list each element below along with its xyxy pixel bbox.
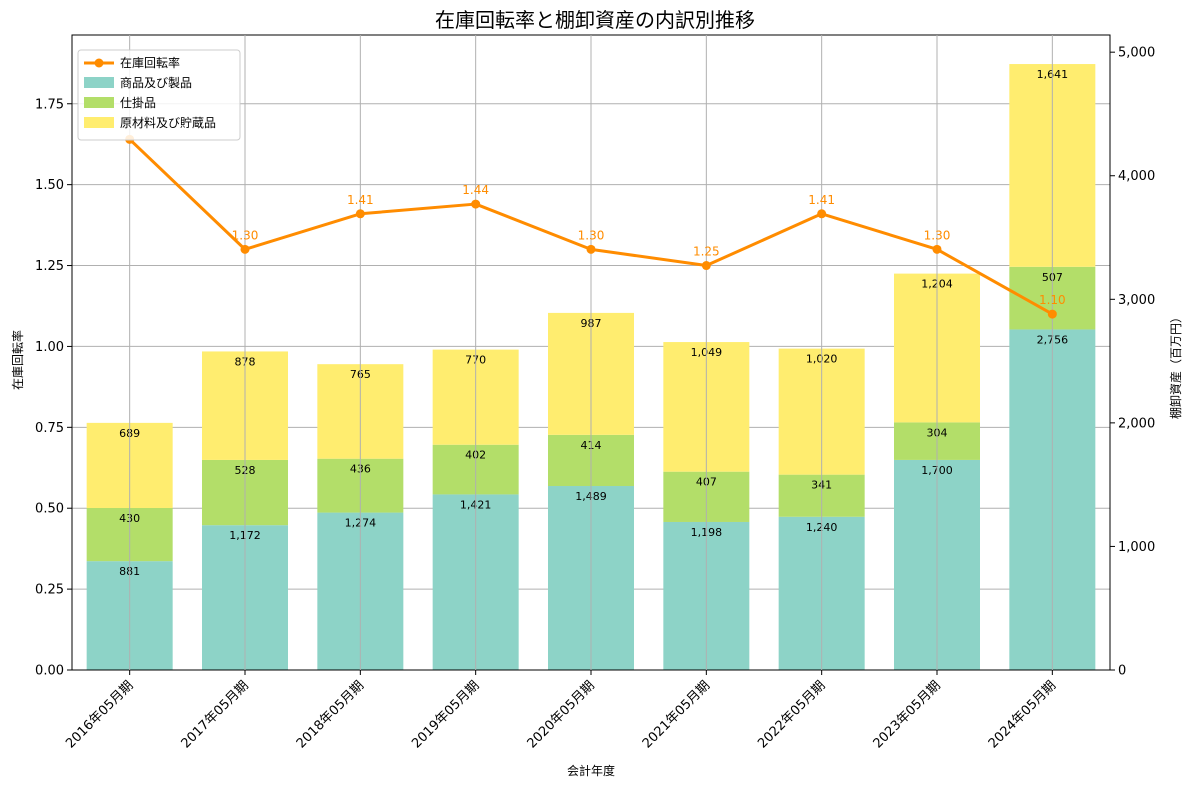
x-tick-label: 2020年05月期 xyxy=(525,678,598,751)
legend-item: 原材料及び貯蔵品 xyxy=(84,116,216,130)
turnover-value-label: 1.41 xyxy=(808,193,835,207)
y-left-tick-label: 0.25 xyxy=(35,583,64,598)
turnover-value-label: 1.41 xyxy=(347,193,374,207)
y-right-tick-label: 1,000 xyxy=(1118,540,1155,555)
y-left-tick-label: 1.75 xyxy=(35,97,64,112)
legend-color-swatch xyxy=(84,77,114,88)
turnover-point xyxy=(1047,309,1057,319)
legend-color-swatch xyxy=(84,97,114,108)
y-right-tick-label: 3,000 xyxy=(1118,293,1155,308)
turnover-line: 1.30 1.41 1.44 1.30 1.25 1.41 1.30 1.10 xyxy=(125,134,1066,319)
y-left-tick-label: 0.00 xyxy=(35,664,64,679)
legend-marker xyxy=(94,58,104,68)
y-left-tick-label: 0.75 xyxy=(35,421,64,436)
legend-item: 商品及び製品 xyxy=(84,75,192,90)
legend-color-swatch xyxy=(84,117,114,128)
y-right-tick-label: 5,000 xyxy=(1118,46,1155,61)
x-tick-label: 2018年05月期 xyxy=(294,678,367,751)
turnover-point xyxy=(240,244,250,254)
turnover-value-label: 1.30 xyxy=(578,228,605,242)
legend-label: 仕掛品 xyxy=(120,95,156,110)
y-axis-right-label: 棚卸資産（百万円） xyxy=(1168,311,1183,419)
y-left-tick-label: 0.50 xyxy=(35,502,64,517)
y-right-tick-label: 2,000 xyxy=(1118,416,1155,431)
turnover-point xyxy=(586,244,596,254)
turnover-point xyxy=(355,209,365,219)
y-left-tick-label: 1.25 xyxy=(35,259,64,274)
y-left-tick-label: 1.50 xyxy=(35,178,64,193)
turnover-point xyxy=(817,209,827,219)
turnover-value-label: 1.30 xyxy=(232,228,259,242)
x-tick-label: 2016年05月期 xyxy=(63,678,136,751)
x-tick-label: 2021年05月期 xyxy=(640,678,713,751)
legend-item: 仕掛品 xyxy=(84,95,156,110)
legend-item: 在庫回転率 xyxy=(84,55,180,70)
turnover-value-label: 1.30 xyxy=(924,228,951,242)
legend-label: 在庫回転率 xyxy=(120,55,180,70)
legend-box xyxy=(77,49,241,141)
x-tick-label: 2022年05月期 xyxy=(755,678,828,751)
chart-title: 在庫回転率と棚卸資産の内訳別推移 xyxy=(435,8,755,32)
x-tick-label: 2017年05月期 xyxy=(179,678,252,751)
x-tick-label: 2019年05月期 xyxy=(409,678,482,751)
y-axis-left-label: 在庫回転率 xyxy=(10,330,25,390)
turnover-value-label: 1.10 xyxy=(1039,293,1066,307)
turnover-value-label: 1.25 xyxy=(693,245,720,259)
legend-label: 原材料及び貯蔵品 xyxy=(120,116,216,130)
legend-label: 商品及び製品 xyxy=(120,75,192,90)
turnover-point xyxy=(932,244,942,254)
turnover-point xyxy=(701,261,711,271)
turnover-point xyxy=(471,199,481,209)
y-left-tick-label: 1.00 xyxy=(35,340,64,355)
y-right-tick-label: 4,000 xyxy=(1118,169,1155,184)
x-tick-label: 2024年05月期 xyxy=(986,678,1059,751)
turnover-value-label: 1.44 xyxy=(462,183,489,197)
x-tick-label: 2023年05月期 xyxy=(871,678,944,751)
y-right-tick-label: 0 xyxy=(1118,664,1126,679)
x-axis-label: 会計年度 xyxy=(567,763,615,778)
